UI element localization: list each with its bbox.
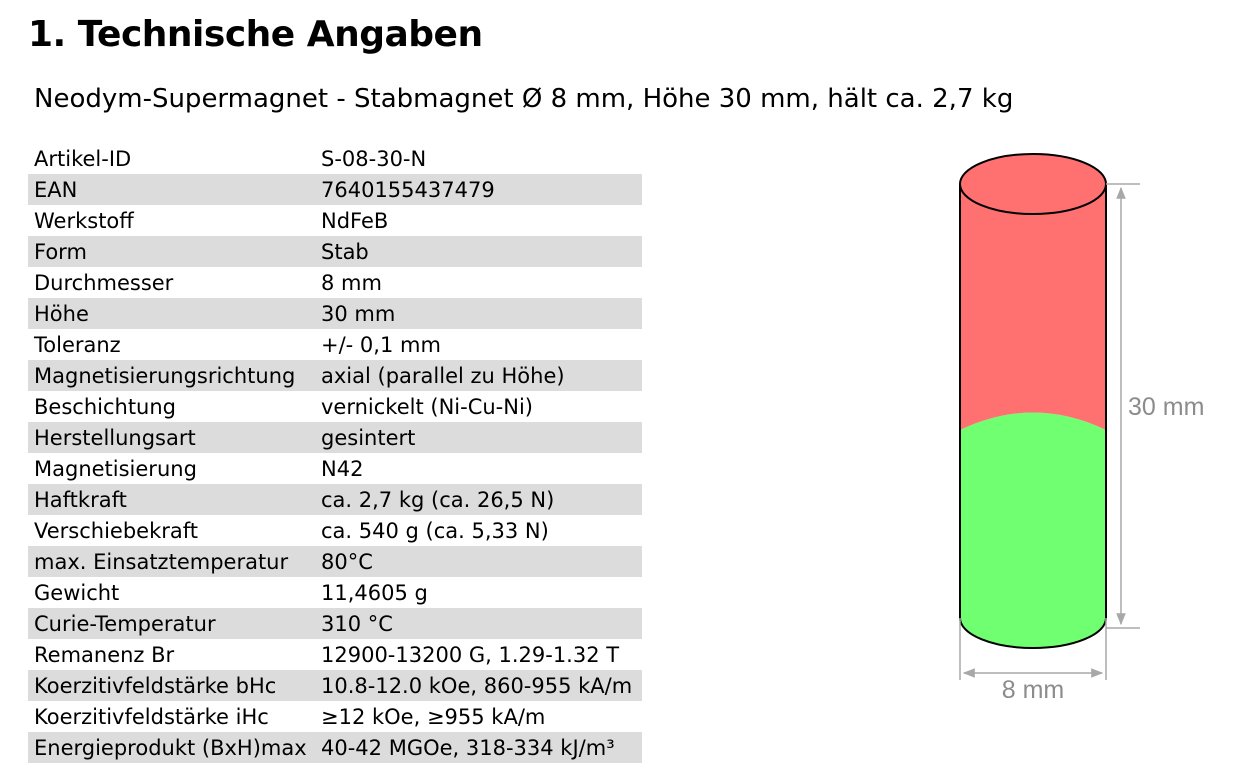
product-subtitle: Neodym-Supermagnet - Stabmagnet Ø 8 mm, …	[34, 84, 1014, 114]
spec-row: Artikel-ID S-08-30-N	[28, 143, 642, 174]
spec-row: Haftkraft ca. 2,7 kg (ca. 26,5 N)	[28, 484, 642, 515]
spec-key: Curie-Temperatur	[34, 611, 216, 636]
spec-value: 10.8-12.0 kOe, 860-955 kA/m	[321, 673, 633, 698]
height-label: 30 mm	[1128, 393, 1204, 421]
spec-value: +/- 0,1 mm	[321, 332, 441, 357]
spec-key: Koerzitivfeldstärke iHc	[34, 704, 269, 729]
spec-row: max. Einsatztemperatur 80°C	[28, 546, 642, 577]
spec-row: Toleranz +/- 0,1 mm	[28, 329, 642, 360]
spec-key: Durchmesser	[34, 270, 174, 295]
diameter-label: 8 mm	[1002, 676, 1065, 704]
spec-value: vernickelt (Ni-Cu-Ni)	[321, 394, 533, 419]
spec-value: axial (parallel zu Höhe)	[321, 363, 565, 388]
spec-row: Energieprodukt (BxH)max 40-42 MGOe, 318-3…	[28, 732, 642, 763]
spec-value: gesintert	[321, 425, 416, 450]
spec-key: Energieprodukt (BxH)max	[34, 735, 307, 760]
spec-key: max. Einsatztemperatur	[34, 549, 289, 574]
spec-row: Koerzitivfeldstärke iHc ≥12 kOe, ≥955 kA/…	[28, 701, 642, 732]
spec-key: EAN	[34, 177, 78, 202]
magnet-top-face	[959, 153, 1107, 215]
spec-key: Toleranz	[34, 332, 121, 357]
spec-key: Verschiebekraft	[34, 518, 199, 543]
spec-key: Artikel-ID	[34, 146, 132, 171]
spec-table: Artikel-ID S-08-30-N EAN 7640155437479 Wer…	[28, 143, 642, 763]
spec-value: ≥12 kOe, ≥955 kA/m	[321, 704, 546, 729]
spec-row: Remanenz Br 12900-13200 G, 1.29-1.32 T	[28, 639, 642, 670]
spec-row: EAN 7640155437479	[28, 174, 642, 205]
spec-value: 310 °C	[321, 611, 393, 636]
spec-value: 8 mm	[321, 270, 382, 295]
spec-row: Herstellungsart gesintert	[28, 422, 642, 453]
spec-value: 12900-13200 G, 1.29-1.32 T	[321, 642, 620, 667]
spec-value: ca. 2,7 kg (ca. 26,5 N)	[321, 487, 555, 512]
spec-value: 30 mm	[321, 301, 396, 326]
spec-value: 40-42 MGOe, 318-334 kJ/m³	[321, 735, 615, 760]
spec-key: Magnetisierungsrichtung	[34, 363, 296, 388]
spec-key: Form	[34, 239, 87, 264]
magnet-outline	[959, 184, 1107, 649]
spec-key: Koerzitivfeldstärke bHc	[34, 673, 277, 698]
spec-row: Gewicht 11,4605 g	[28, 577, 642, 608]
spec-row: Koerzitivfeldstärke bHc 10.8-12.0 kOe, 86…	[28, 670, 642, 701]
spec-row: Durchmesser 8 mm	[28, 267, 642, 298]
spec-key: Gewicht	[34, 580, 120, 605]
spec-value: S-08-30-N	[321, 146, 427, 171]
spec-key: Werkstoff	[34, 208, 134, 233]
spec-key: Beschichtung	[34, 394, 176, 419]
spec-row: Form Stab	[28, 236, 642, 267]
spec-row: Magnetisierungsrichtung axial (parallel z…	[28, 360, 642, 391]
spec-key: Magnetisierung	[34, 456, 197, 481]
spec-row: Beschichtung vernickelt (Ni-Cu-Ni)	[28, 391, 642, 422]
spec-key: Herstellungsart	[34, 425, 196, 450]
magnet-diagram: 30 mm 8 mm	[959, 153, 1204, 704]
spec-key: Remanenz Br	[34, 642, 175, 667]
spec-value: Stab	[321, 239, 369, 264]
spec-value: 80°C	[321, 549, 373, 574]
page-title: 1. Technische Angaben	[28, 14, 483, 55]
spec-row: Magnetisierung N42	[28, 453, 642, 484]
spec-value: NdFeB	[321, 208, 389, 233]
spec-value: N42	[321, 456, 364, 481]
spec-value: 7640155437479	[321, 177, 495, 202]
spec-value: ca. 540 g (ca. 5,33 N)	[321, 518, 549, 543]
magnet-north-pole	[960, 184, 1106, 430]
spec-key: Haftkraft	[34, 487, 127, 512]
spec-row: Curie-Temperatur 310 °C	[28, 608, 642, 639]
spec-value: 11,4605 g	[321, 580, 428, 605]
magnet-south-pole	[960, 412, 1106, 648]
spec-key: Höhe	[34, 301, 89, 326]
spec-row: Höhe 30 mm	[28, 298, 642, 329]
spec-row: Verschiebekraft ca. 540 g (ca. 5,33 N)	[28, 515, 642, 546]
spec-row: Werkstoff NdFeB	[28, 205, 642, 236]
